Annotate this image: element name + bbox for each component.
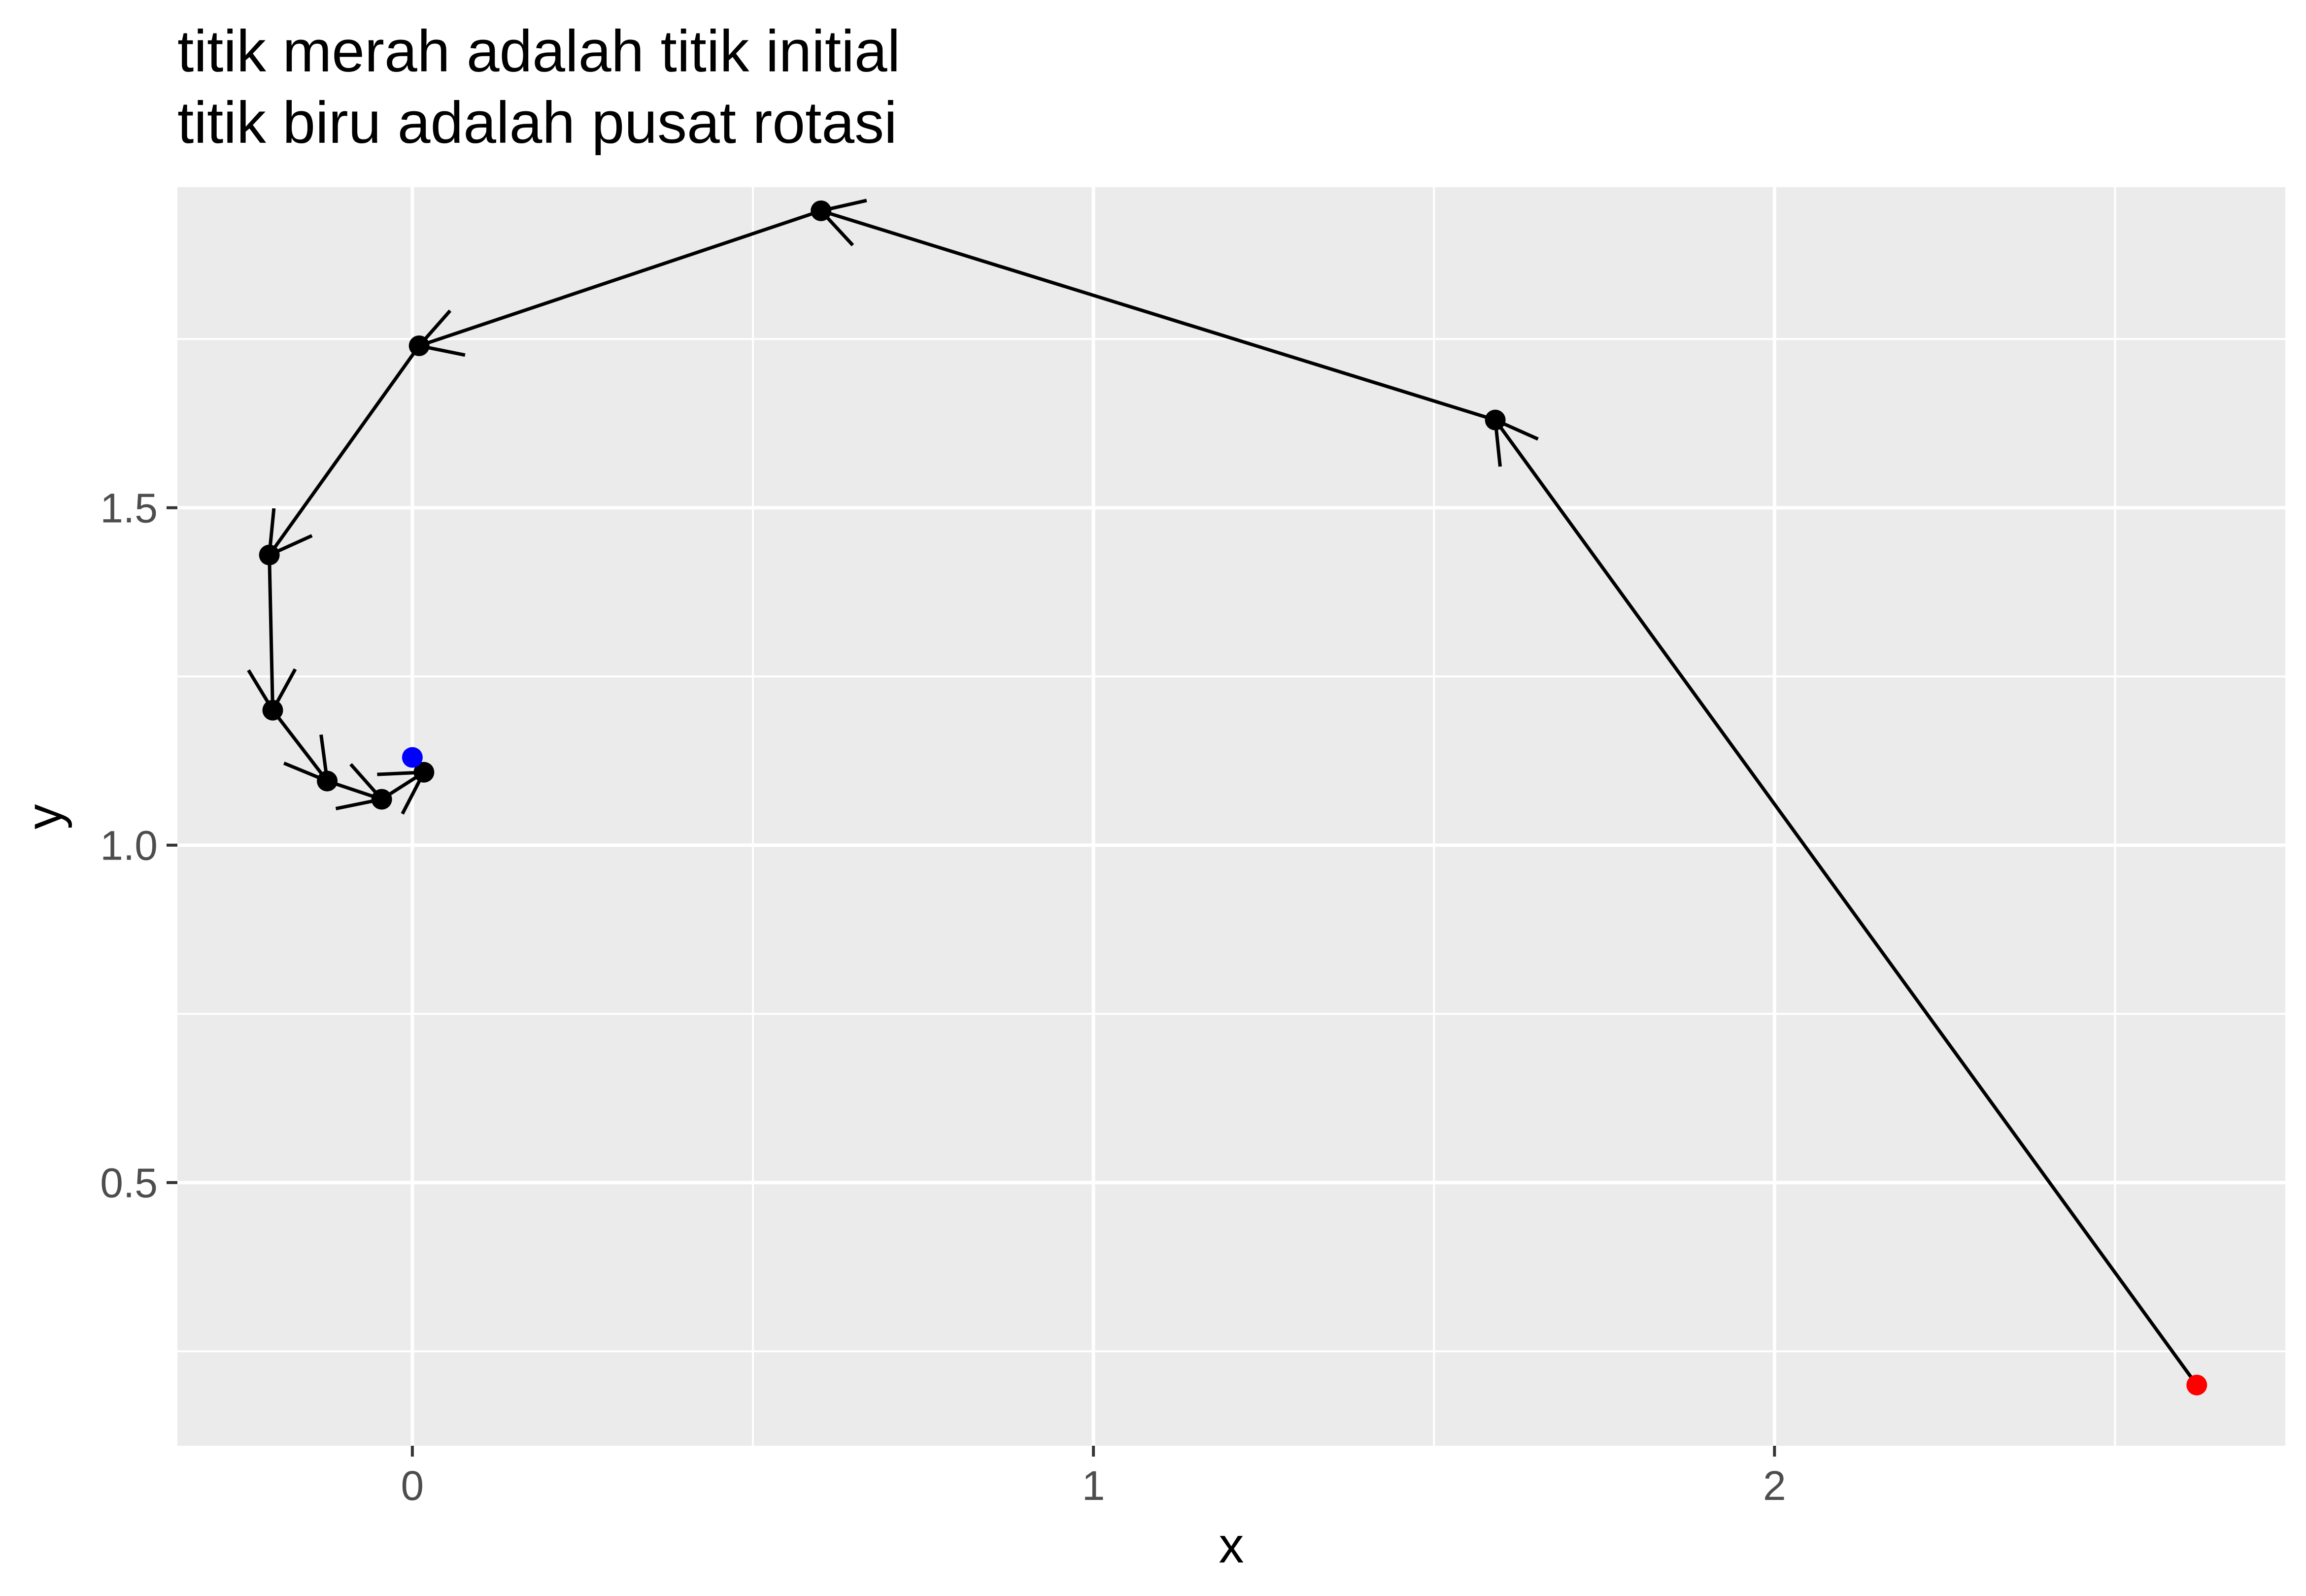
path-segment: [268, 344, 421, 556]
path-point: [811, 200, 832, 221]
path-point: [259, 544, 280, 565]
path-segment: [271, 709, 329, 782]
initial-point: [2186, 1374, 2207, 1396]
path-point: [1485, 409, 1506, 431]
path-points: [259, 200, 2207, 1396]
path-point: [317, 770, 338, 792]
rotation-center-point: [402, 747, 423, 768]
path-point: [413, 762, 435, 783]
y-axis: 0.5 1.0 1.5: [100, 485, 177, 1206]
path-point: [408, 335, 430, 356]
y-tick-label: 0.5: [100, 1160, 158, 1206]
major-gridlines: [177, 187, 2285, 1446]
path-segment: [268, 555, 275, 710]
chart-title-line-2: titik biru adalah pusat rotasi: [177, 90, 897, 156]
path-segment: [1493, 419, 2199, 1386]
path-point: [262, 699, 283, 721]
x-axis-title: x: [1219, 1517, 1244, 1573]
chart-title-line-1: titik merah adalah titik initial: [177, 18, 900, 84]
x-axis: 0 1 2: [401, 1446, 1786, 1509]
y-tick-label: 1.0: [100, 823, 158, 869]
path-segment: [820, 209, 1496, 422]
x-tick-label: 2: [1763, 1463, 1786, 1509]
path-segments: [268, 209, 2199, 1386]
path-segment: [418, 209, 822, 348]
path-point: [371, 789, 392, 810]
plot-panel: [177, 187, 2285, 1446]
x-tick-label: 1: [1082, 1463, 1105, 1509]
y-axis-title: y: [16, 804, 72, 830]
x-tick-label: 0: [401, 1463, 424, 1509]
y-tick-label: 1.5: [100, 485, 158, 532]
